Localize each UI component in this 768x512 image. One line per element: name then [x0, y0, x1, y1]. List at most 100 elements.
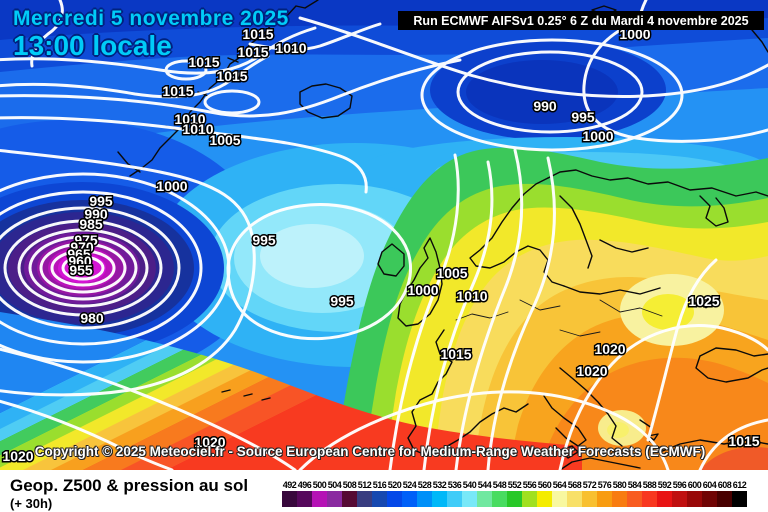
legend-cell — [717, 491, 732, 507]
legend-cell — [477, 491, 492, 507]
isobar-label: 1015 — [440, 346, 471, 362]
legend-value: 592 — [657, 480, 672, 490]
isobar-label: 1015 — [188, 54, 219, 70]
legend-value: 596 — [672, 480, 687, 490]
isobar-label: 1010 — [174, 111, 205, 127]
legend-value: 540 — [462, 480, 477, 490]
legend-cell — [372, 491, 387, 507]
legend-bar: Geop. Z500 & pression au sol (+ 30h) 492… — [0, 470, 768, 512]
legend-cell — [357, 491, 372, 507]
legend-value: 608 — [717, 480, 732, 490]
isobar-label: 1000 — [156, 178, 187, 194]
isobar-label: 970 — [70, 239, 94, 255]
isobar-label: 1025 — [688, 293, 719, 309]
legend-cell — [552, 491, 567, 507]
legend-cell — [672, 491, 687, 507]
isobar-label: 980 — [80, 310, 104, 326]
legend-cell — [612, 491, 627, 507]
legend-cell — [387, 491, 402, 507]
isobar-label: 1010 — [456, 288, 487, 304]
map-title: Geop. Z500 & pression au sol — [10, 476, 249, 495]
isobar-label: 995 — [89, 193, 113, 209]
isobar-label: 1020 — [576, 363, 607, 379]
legend-color-boxes — [282, 491, 747, 507]
isobar-label: 1015 — [237, 44, 268, 60]
isobar-label: 995 — [252, 232, 276, 248]
legend-cell — [687, 491, 702, 507]
isobar-label: 1000 — [407, 282, 438, 298]
legend-cell — [282, 491, 297, 507]
isobar-label: 960 — [68, 253, 92, 269]
legend-value: 600 — [687, 480, 702, 490]
forecast-step: (+ 30h) — [10, 496, 53, 511]
legend-cell — [297, 491, 312, 507]
legend-cell — [597, 491, 612, 507]
color-scale-legend: 492 496 500 504 508 512 516 520 524 528 532 536 540 5… — [282, 480, 747, 507]
legend-value-labels: 492 496 500 504 508 512 516 520 524 528 532 536 540 5… — [282, 480, 747, 490]
isobar-label: 1010 — [182, 121, 213, 137]
isobar-label: 1000 — [582, 128, 613, 144]
legend-cell — [537, 491, 552, 507]
legend-value: 568 — [567, 480, 582, 490]
legend-cell — [402, 491, 417, 507]
legend-cell — [492, 491, 507, 507]
isobar-label: 995 — [330, 293, 354, 309]
legend-value: 576 — [597, 480, 612, 490]
legend-cell — [642, 491, 657, 507]
legend-value: 520 — [387, 480, 402, 490]
legend-value: 556 — [522, 480, 537, 490]
isobar-label: 1020 — [594, 341, 625, 357]
legend-cell — [447, 491, 462, 507]
isobar-label: 985 — [79, 216, 103, 232]
legend-value: 512 — [357, 480, 372, 490]
valid-date: Mercredi 5 novembre 2025 — [13, 7, 289, 30]
legend-value: 584 — [627, 480, 642, 490]
isobar-label: 975 — [74, 232, 98, 248]
legend-cell — [702, 491, 717, 507]
legend-cell — [522, 491, 537, 507]
model-run-info: Run ECMWF AIFSv1 0.25° 6 Z du Mardi 4 no… — [398, 11, 764, 30]
isobar-label: 1005 — [436, 265, 467, 281]
legend-value: 524 — [402, 480, 417, 490]
legend-cell — [732, 491, 747, 507]
isobar-label: 965 — [67, 246, 91, 262]
legend-cell — [657, 491, 672, 507]
legend-cell — [327, 491, 342, 507]
legend-value: 492 — [282, 480, 297, 490]
isobar-label: 1015 — [216, 68, 247, 84]
legend-cell — [432, 491, 447, 507]
isobar-label: 1015 — [162, 83, 193, 99]
isobar-label: 995 — [571, 109, 595, 125]
legend-value: 560 — [537, 480, 552, 490]
valid-time: 13:00 locale — [13, 30, 172, 62]
isobar-label: 1015 — [242, 26, 273, 42]
legend-cell — [567, 491, 582, 507]
legend-value: 604 — [702, 480, 717, 490]
legend-cell — [507, 491, 522, 507]
legend-value: 552 — [507, 480, 522, 490]
legend-value: 548 — [492, 480, 507, 490]
legend-value: 588 — [642, 480, 657, 490]
legend-cell — [462, 491, 477, 507]
isobar-label: 990 — [533, 98, 557, 114]
legend-value: 500 — [312, 480, 327, 490]
isobar-label: 1015 — [728, 433, 759, 449]
legend-value: 516 — [372, 480, 387, 490]
valid-datetime: Mercredi 5 novembre 2025 13:00 locale — [13, 7, 289, 62]
legend-cell — [417, 491, 432, 507]
map-image: 1015 1015 1010 1015 1015 1015 1010 1010 1005 1000… — [0, 0, 768, 470]
legend-value: 612 — [732, 480, 747, 490]
legend-value: 536 — [447, 480, 462, 490]
isobar-label: 1005 — [209, 132, 240, 148]
isobar-label: 1020 — [2, 448, 33, 464]
legend-value: 504 — [327, 480, 342, 490]
legend-value: 580 — [612, 480, 627, 490]
isobar-label: 1010 — [275, 40, 306, 56]
isobar-label: 955 — [69, 262, 93, 278]
legend-value: 572 — [582, 480, 597, 490]
legend-cell — [627, 491, 642, 507]
legend-cell — [342, 491, 357, 507]
